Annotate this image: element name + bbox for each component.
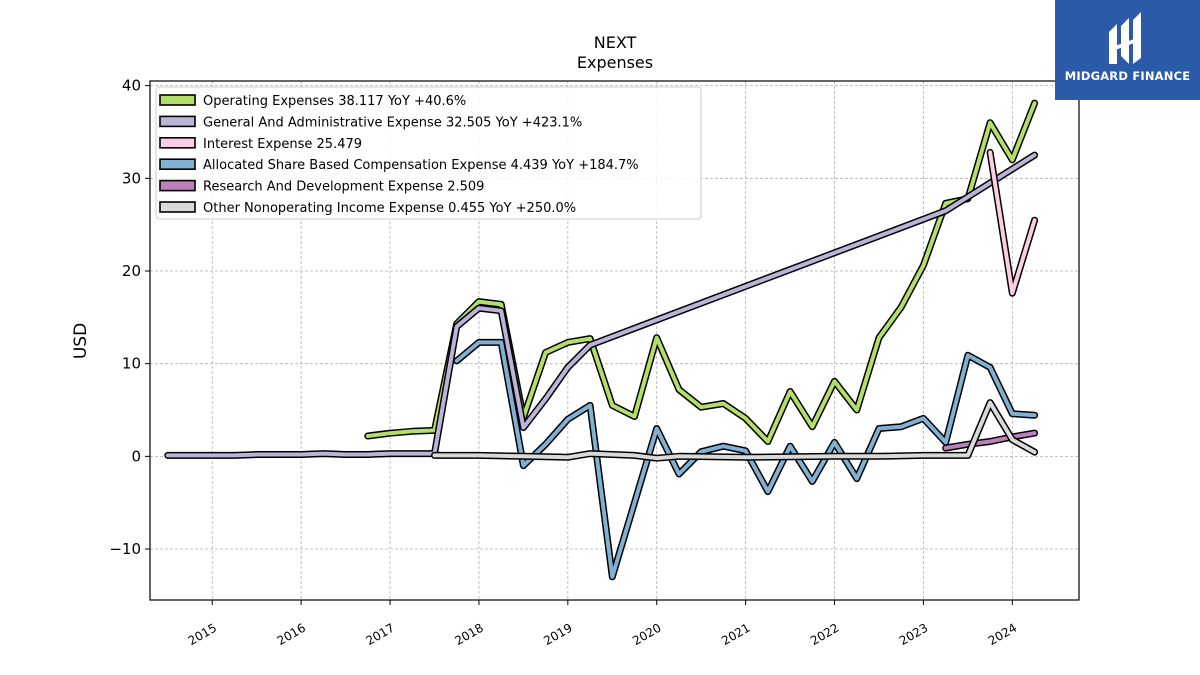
legend-label: Other Nonoperating Income Expense 0.455 …	[203, 201, 576, 216]
y-axis-label: USD	[71, 323, 91, 359]
chart-subtitle: Expenses	[577, 53, 653, 72]
legend-box	[155, 86, 702, 220]
legend-swatch	[159, 94, 196, 106]
x-tick-label: 2015	[186, 621, 219, 648]
series-line	[365, 101, 1037, 444]
x-tick-label: 2023	[897, 621, 930, 648]
chart-title: NEXT	[594, 33, 637, 52]
y-tick-label: −10	[109, 540, 141, 558]
x-tick-label: 2022	[808, 621, 841, 648]
midgard-logo-icon	[1109, 12, 1141, 64]
x-tick-label: 2021	[719, 621, 752, 648]
series-line	[454, 340, 1037, 579]
x-tick-label: 2017	[363, 621, 396, 648]
legend-label: Operating Expenses 38.117 YoY +40.6%	[203, 94, 466, 109]
y-tick-label: 30	[122, 169, 141, 187]
x-axis: 2015 2016 2017 2018 2019 2020 2021 2022 2023 2024	[186, 600, 1019, 648]
legend-label: Research And Development Expense 2.509	[203, 180, 484, 195]
legend-label: Allocated Share Based Compensation Expen…	[203, 158, 639, 173]
series-line	[432, 400, 1037, 461]
legend-swatch	[159, 201, 196, 213]
legend-label: General And Administrative Expense 32.50…	[203, 115, 582, 130]
legend-swatch	[159, 137, 196, 149]
legend-label: Interest Expense 25.479	[203, 137, 362, 152]
x-tick-label: 2018	[452, 621, 485, 648]
y-tick-label: 40	[122, 77, 141, 95]
plot-frame	[149, 80, 1080, 601]
series-lines	[164, 99, 1039, 581]
y-tick-label: 0	[131, 447, 141, 465]
y-axis: −10 0 10 20 30 40	[109, 77, 150, 558]
legend-swatch	[159, 115, 196, 128]
legend-swatch	[159, 158, 196, 170]
x-tick-label: 2020	[630, 621, 663, 648]
series-line	[943, 431, 1037, 450]
y-tick-label: 20	[122, 262, 141, 280]
x-tick-label: 2019	[541, 621, 574, 648]
y-tick-label: 10	[122, 355, 141, 373]
legend: Operating Expenses 38.117 YoY +40.6% Gene…	[155, 86, 702, 220]
legend-swatch	[159, 179, 196, 192]
logo-text: MIDGARD FINANCE	[1064, 69, 1191, 83]
x-tick-label: 2024	[986, 621, 1019, 648]
brand-logo: MIDGARD FINANCE	[1055, 0, 1200, 100]
x-tick-label: 2016	[275, 621, 308, 648]
series-line	[165, 153, 1037, 458]
series-line	[988, 150, 1037, 296]
